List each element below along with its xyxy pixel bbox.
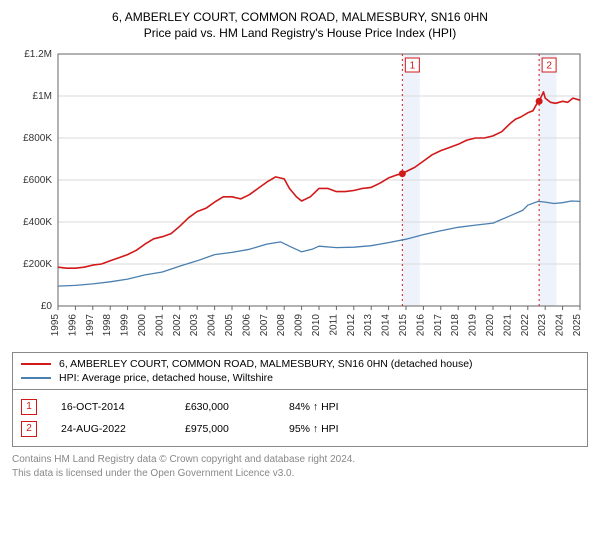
legend-item: HPI: Average price, detached house, Wilt… xyxy=(21,371,579,385)
svg-text:£0: £0 xyxy=(41,301,53,312)
svg-text:£400K: £400K xyxy=(23,217,52,228)
svg-text:2022: 2022 xyxy=(520,314,531,337)
svg-text:2011: 2011 xyxy=(328,314,339,336)
svg-text:2021: 2021 xyxy=(502,314,513,337)
marker-number-box: 2 xyxy=(21,421,37,437)
svg-text:2025: 2025 xyxy=(572,314,583,337)
svg-text:2017: 2017 xyxy=(433,314,444,337)
marker-date: 24-AUG-2022 xyxy=(61,423,161,435)
svg-text:2000: 2000 xyxy=(137,314,148,337)
marker-row: 1 16-OCT-2014 £630,000 84% ↑ HPI xyxy=(21,396,579,418)
footer-line-1: Contains HM Land Registry data © Crown c… xyxy=(12,453,588,467)
svg-text:2: 2 xyxy=(546,61,552,72)
marker-price: £975,000 xyxy=(185,423,265,435)
svg-text:2001: 2001 xyxy=(154,314,165,337)
svg-text:2010: 2010 xyxy=(311,314,322,337)
svg-text:2019: 2019 xyxy=(468,314,479,337)
svg-text:£1M: £1M xyxy=(33,91,52,102)
svg-text:£600K: £600K xyxy=(23,175,52,186)
svg-text:2002: 2002 xyxy=(172,314,183,337)
svg-text:1995: 1995 xyxy=(50,314,61,337)
svg-text:2008: 2008 xyxy=(276,314,287,337)
marker-date: 16-OCT-2014 xyxy=(61,401,161,413)
svg-text:£800K: £800K xyxy=(23,133,52,144)
svg-text:£200K: £200K xyxy=(23,259,52,270)
svg-text:2006: 2006 xyxy=(241,314,252,337)
svg-text:2012: 2012 xyxy=(346,314,357,337)
legend-label: HPI: Average price, detached house, Wilt… xyxy=(59,372,273,384)
svg-text:2009: 2009 xyxy=(294,314,305,337)
legend-label: 6, AMBERLEY COURT, COMMON ROAD, MALMESBU… xyxy=(59,358,473,370)
svg-text:2015: 2015 xyxy=(398,314,409,337)
marker-row: 2 24-AUG-2022 £975,000 95% ↑ HPI xyxy=(21,418,579,440)
chart-plot-area: £0 £200K £400K £600K £800K £1M £1.2M 1995 1996 19… xyxy=(12,46,588,346)
svg-text:1996: 1996 xyxy=(67,314,78,337)
chart-subtitle: Price paid vs. HM Land Registry's House … xyxy=(12,26,588,40)
marker-hpi: 95% ↑ HPI xyxy=(289,423,579,435)
chart-title: 6, AMBERLEY COURT, COMMON ROAD, MALMESBU… xyxy=(12,10,588,24)
svg-text:2003: 2003 xyxy=(189,314,200,337)
svg-text:2007: 2007 xyxy=(259,314,270,337)
footer-attribution: Contains HM Land Registry data © Crown c… xyxy=(12,453,588,480)
svg-text:2023: 2023 xyxy=(537,314,548,337)
marker-table: 1 16-OCT-2014 £630,000 84% ↑ HPI 2 24-AUG-202… xyxy=(12,390,588,447)
line-chart-svg: £0 £200K £400K £600K £800K £1M £1.2M 1995 1996 19… xyxy=(12,46,588,346)
svg-text:2018: 2018 xyxy=(450,314,461,337)
legend-item: 6, AMBERLEY COURT, COMMON ROAD, MALMESBU… xyxy=(21,357,579,371)
marker-hpi: 84% ↑ HPI xyxy=(289,401,579,413)
svg-text:2024: 2024 xyxy=(555,314,566,337)
marker-number-box: 1 xyxy=(21,399,37,415)
svg-text:1999: 1999 xyxy=(120,314,131,337)
legend-swatch xyxy=(21,363,51,365)
svg-text:1998: 1998 xyxy=(102,314,113,337)
footer-line-2: This data is licensed under the Open Gov… xyxy=(12,467,588,481)
svg-text:1997: 1997 xyxy=(85,314,96,337)
svg-text:2013: 2013 xyxy=(363,314,374,337)
legend-box: 6, AMBERLEY COURT, COMMON ROAD, MALMESBU… xyxy=(12,352,588,390)
svg-text:2016: 2016 xyxy=(415,314,426,337)
svg-text:2020: 2020 xyxy=(485,314,496,337)
svg-text:£1.2M: £1.2M xyxy=(24,49,52,60)
legend-swatch xyxy=(21,377,51,379)
svg-text:2014: 2014 xyxy=(381,314,392,337)
marker-price: £630,000 xyxy=(185,401,265,413)
chart-container: 6, AMBERLEY COURT, COMMON ROAD, MALMESBU… xyxy=(0,0,600,488)
svg-text:2005: 2005 xyxy=(224,314,235,337)
svg-text:1: 1 xyxy=(410,61,416,72)
svg-text:2004: 2004 xyxy=(207,314,218,337)
